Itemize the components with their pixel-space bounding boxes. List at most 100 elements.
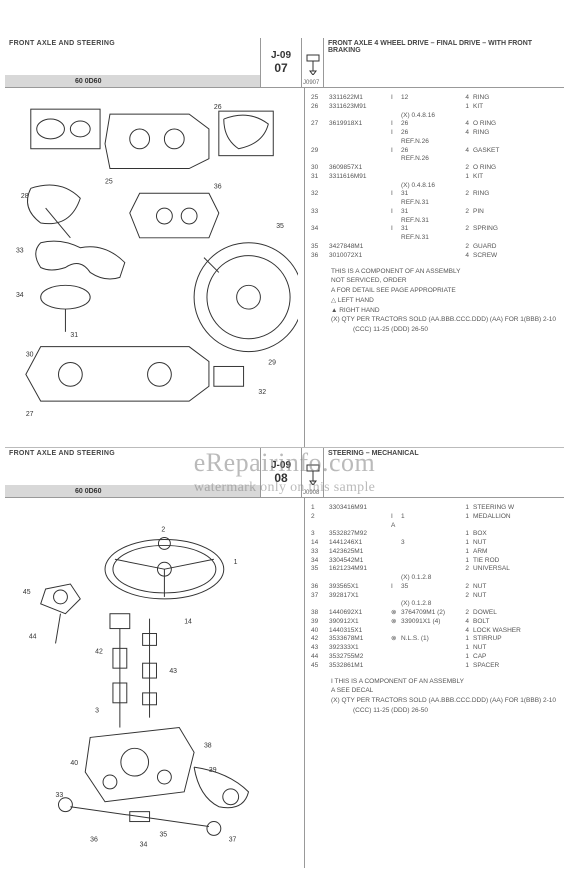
- table-row: 401440315X14LOCK WASHER: [309, 627, 560, 636]
- right-title: FRONT AXLE 4 WHEEL DRIVE – FINAL DRIVE –…: [324, 38, 564, 87]
- left-title: FRONT AXLE AND STEERING: [9, 40, 256, 47]
- svg-text:33: 33: [16, 248, 24, 255]
- svg-text:37: 37: [229, 836, 237, 843]
- table-row: 36393565X1I352NUT: [309, 583, 560, 592]
- code-top: J-09: [271, 460, 291, 471]
- svg-text:36: 36: [90, 836, 98, 843]
- table-row: 141441246X131NUT: [309, 539, 560, 548]
- table-row: 263311623M911KIT: [309, 103, 560, 112]
- note-row: ▲ RIGHT HAND: [331, 306, 560, 316]
- svg-text:30: 30: [26, 352, 34, 359]
- notes-block: I THIS IS A COMPONENT OF AN ASSEMBLYA SE…: [309, 677, 560, 716]
- table-row: 351621234M912UNIVERSAL: [309, 565, 560, 574]
- table-row: REF.N.31: [309, 199, 560, 208]
- svg-text:34: 34: [16, 292, 24, 299]
- table-row: 43392333X11NUT: [309, 644, 560, 653]
- table-row: A: [309, 522, 560, 531]
- table-row: REF.N.31: [309, 217, 560, 226]
- table-row: I264RING: [309, 129, 560, 138]
- svg-text:43: 43: [169, 668, 177, 675]
- left-title: FRONT AXLE AND STEERING: [9, 450, 256, 457]
- svg-text:1: 1: [234, 559, 238, 566]
- table-row: 443532755M21CAP: [309, 653, 560, 662]
- table-row: 33532827M921BOX: [309, 530, 560, 539]
- svg-text:36: 36: [214, 183, 222, 190]
- svg-text:29: 29: [268, 359, 276, 366]
- icon-label: J0907: [303, 80, 319, 86]
- table-row: 32I312RING: [309, 190, 560, 199]
- section-top: FRONT AXLE AND STEERING 60 0D60 J-09 07 …: [5, 38, 564, 448]
- svg-text:27: 27: [26, 411, 34, 418]
- code-bot: 08: [274, 471, 287, 485]
- table-row: 453532861M11SPACER: [309, 662, 560, 671]
- svg-text:35: 35: [159, 831, 167, 838]
- table-row: 2I11MEDALLION: [309, 513, 560, 522]
- left-header: FRONT AXLE AND STEERING 60 0D60: [5, 448, 260, 497]
- section-header: FRONT AXLE AND STEERING 60 0D60 J-09 08 …: [5, 448, 564, 498]
- table-row: 39390912X1⊗339091X1 (4)4BOLT: [309, 618, 560, 627]
- svg-text:39: 39: [209, 767, 217, 774]
- svg-text:25: 25: [105, 178, 113, 185]
- section-code: J-09 07: [260, 38, 302, 87]
- note-row: NOT SERVICED, ORDER: [331, 276, 560, 286]
- table-row: (X) 0.1.2.8: [309, 574, 560, 583]
- svg-text:14: 14: [184, 619, 192, 626]
- table-row: (X) 0.4.8.16: [309, 112, 560, 121]
- note-row: I THIS IS A COMPONENT OF AN ASSEMBLY: [331, 677, 560, 687]
- model-bar: 60 0D60: [5, 485, 260, 497]
- table-row: 343304542M11TIE ROD: [309, 557, 560, 566]
- table-row: 253311622M1I124RING: [309, 94, 560, 103]
- svg-text:45: 45: [23, 589, 31, 596]
- section-bottom: FRONT AXLE AND STEERING 60 0D60 J-09 08 …: [5, 448, 564, 868]
- note-row: A FOR DETAIL SEE PAGE APPROPRIATE: [331, 286, 560, 296]
- table-row: 273619918X1I264O RING: [309, 120, 560, 129]
- diagram-column: 28 33 34 25 26 36 35 31 30 27 29 32: [5, 88, 305, 447]
- model-bar: 60 0D60: [5, 75, 260, 87]
- table-row: REF.N.26: [309, 138, 560, 147]
- icon-col: J0908: [302, 448, 324, 497]
- part-icon: [304, 53, 322, 75]
- parts-table: 253311622M1I124RING263311623M911KIT(X) 0…: [309, 94, 560, 261]
- table-row: 353427848M12GUARD: [309, 243, 560, 252]
- icon-label: J0908: [303, 490, 319, 496]
- svg-text:40: 40: [70, 760, 78, 767]
- table-row: 37392817X12NUT: [309, 592, 560, 601]
- table-row: (X) 0.1.2.8: [309, 600, 560, 609]
- svg-text:2: 2: [161, 527, 165, 534]
- table-row: REF.N.31: [309, 234, 560, 243]
- table-row: (X) 0.4.8.16: [309, 182, 560, 191]
- icon-col: J0907: [302, 38, 324, 87]
- table-row: 313311616M911KIT: [309, 173, 560, 182]
- parts-column: 253311622M1I124RING263311623M911KIT(X) 0…: [305, 88, 564, 447]
- section-body: 2 1 45 44 14 42 43 3 38 39 40 33 37 34 3…: [5, 498, 564, 868]
- code-bot: 07: [274, 61, 287, 75]
- note-row: (X) QTY PER TRACTORS SOLD (AA.BBB.CCC.DD…: [331, 315, 560, 335]
- svg-text:42: 42: [95, 648, 103, 655]
- parts-column: 13303416M911STEERING W2I11MEDALLIONA3353…: [305, 498, 564, 868]
- exploded-diagram-axle: 28 33 34 25 26 36 35 31 30 27 29 32: [11, 94, 298, 441]
- table-row: 331423625M11ARM: [309, 548, 560, 557]
- svg-text:44: 44: [29, 633, 37, 640]
- notes-block: THIS IS A COMPONENT OF AN ASSEMBLY NOT S…: [309, 267, 560, 335]
- table-row: 303609857X12O RING: [309, 164, 560, 173]
- note-row: △ LEFT HAND: [331, 296, 560, 306]
- svg-text:26: 26: [214, 104, 222, 111]
- table-row: 33I312PIN: [309, 208, 560, 217]
- diagram-column: 2 1 45 44 14 42 43 3 38 39 40 33 37 34 3…: [5, 498, 305, 868]
- part-icon: [304, 463, 322, 485]
- table-row: 29I264GASKET: [309, 147, 560, 156]
- table-row: 381440692X1⊗3764709M1 (2)2DOWEL: [309, 609, 560, 618]
- table-row: 423533678M1⊗N.L.S. (1)1STIRRUP: [309, 635, 560, 644]
- svg-text:35: 35: [276, 223, 284, 230]
- svg-text:34: 34: [140, 841, 148, 848]
- code-top: J-09: [271, 50, 291, 61]
- svg-text:38: 38: [204, 742, 212, 749]
- note-row: (X) QTY PER TRACTORS SOLD (AA.BBB.CCC.DD…: [331, 696, 560, 716]
- section-header: FRONT AXLE AND STEERING 60 0D60 J-09 07 …: [5, 38, 564, 88]
- table-row: 363010072X14SCREW: [309, 252, 560, 261]
- section-code: J-09 08: [260, 448, 302, 497]
- svg-text:32: 32: [258, 389, 266, 396]
- parts-table: 13303416M911STEERING W2I11MEDALLIONA3353…: [309, 504, 560, 671]
- svg-text:3: 3: [95, 708, 99, 715]
- note-row: A SEE DECAL: [331, 686, 560, 696]
